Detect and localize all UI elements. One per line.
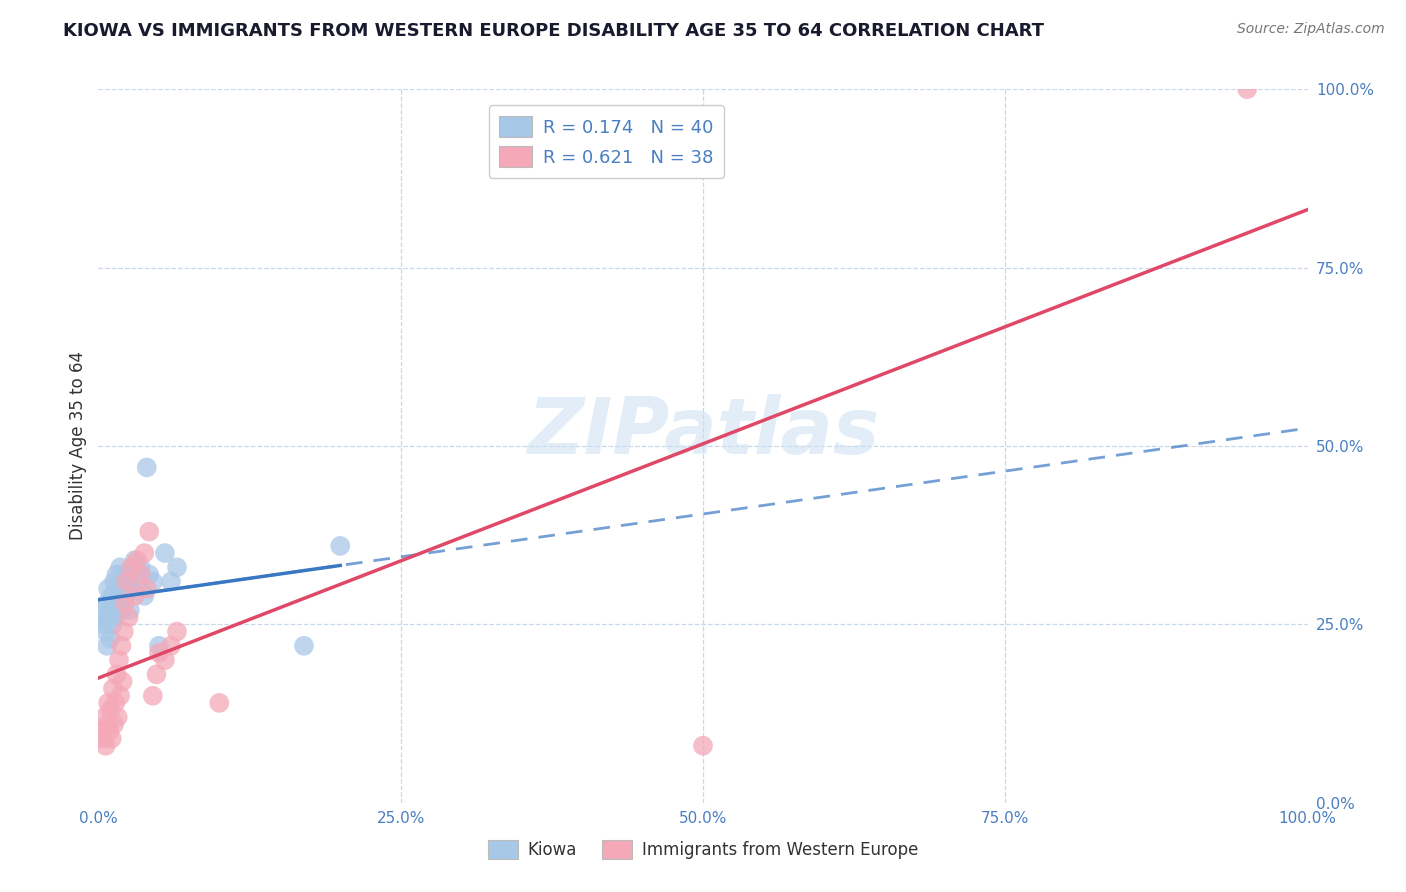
Point — [138, 567, 160, 582]
Point — [93, 610, 115, 624]
Point — [153, 546, 176, 560]
Legend: Kiowa, Immigrants from Western Europe: Kiowa, Immigrants from Western Europe — [481, 833, 925, 866]
Point — [115, 574, 138, 589]
Point — [98, 724, 121, 739]
Point — [160, 639, 183, 653]
Point — [108, 589, 131, 603]
Point — [96, 717, 118, 731]
Point — [98, 610, 121, 624]
Y-axis label: Disability Age 35 to 64: Disability Age 35 to 64 — [69, 351, 87, 541]
Point — [105, 667, 128, 681]
Point — [101, 617, 124, 632]
Point — [124, 553, 146, 567]
Point — [100, 632, 122, 646]
Point — [93, 710, 115, 724]
Point — [153, 653, 176, 667]
Point — [100, 731, 122, 746]
Point — [114, 596, 136, 610]
Point — [114, 567, 136, 582]
Point — [166, 560, 188, 574]
Point — [120, 582, 142, 596]
Point — [103, 574, 125, 589]
Point — [96, 596, 118, 610]
Point — [91, 603, 114, 617]
Point — [129, 560, 152, 574]
Point — [112, 624, 135, 639]
Point — [142, 574, 165, 589]
Point — [134, 589, 156, 603]
Point — [108, 653, 131, 667]
Point — [107, 710, 129, 724]
Point — [135, 460, 157, 475]
Point — [118, 610, 141, 624]
Point — [112, 596, 135, 610]
Point — [94, 739, 117, 753]
Point — [1236, 82, 1258, 96]
Point — [108, 560, 131, 574]
Point — [166, 624, 188, 639]
Point — [91, 731, 114, 746]
Point — [105, 567, 128, 582]
Point — [101, 681, 124, 696]
Point — [103, 596, 125, 610]
Point — [118, 574, 141, 589]
Point — [107, 603, 129, 617]
Point — [94, 624, 117, 639]
Point — [160, 574, 183, 589]
Point — [100, 603, 122, 617]
Point — [120, 560, 142, 574]
Point — [97, 582, 120, 596]
Point — [115, 589, 138, 603]
Point — [91, 617, 114, 632]
Point — [138, 524, 160, 539]
Point — [104, 696, 127, 710]
Point — [110, 603, 132, 617]
Point — [292, 639, 315, 653]
Point — [329, 539, 352, 553]
Point — [208, 696, 231, 710]
Point — [118, 603, 141, 617]
Point — [134, 546, 156, 560]
Point — [100, 703, 122, 717]
Point — [111, 582, 134, 596]
Text: ZIPatlas: ZIPatlas — [527, 393, 879, 470]
Point — [91, 724, 114, 739]
Point — [110, 639, 132, 653]
Point — [97, 696, 120, 710]
Point — [145, 667, 167, 681]
Point — [103, 717, 125, 731]
Point — [108, 689, 131, 703]
Point — [111, 674, 134, 689]
Point — [124, 589, 146, 603]
Point — [135, 582, 157, 596]
Point — [127, 574, 149, 589]
Text: Source: ZipAtlas.com: Source: ZipAtlas.com — [1237, 22, 1385, 37]
Point — [129, 567, 152, 582]
Point — [148, 646, 170, 660]
Point — [127, 553, 149, 567]
Point — [148, 639, 170, 653]
Text: KIOWA VS IMMIGRANTS FROM WESTERN EUROPE DISABILITY AGE 35 TO 64 CORRELATION CHAR: KIOWA VS IMMIGRANTS FROM WESTERN EUROPE … — [63, 22, 1045, 40]
Point — [100, 589, 122, 603]
Point — [142, 689, 165, 703]
Point — [104, 610, 127, 624]
Point — [692, 739, 714, 753]
Point — [96, 639, 118, 653]
